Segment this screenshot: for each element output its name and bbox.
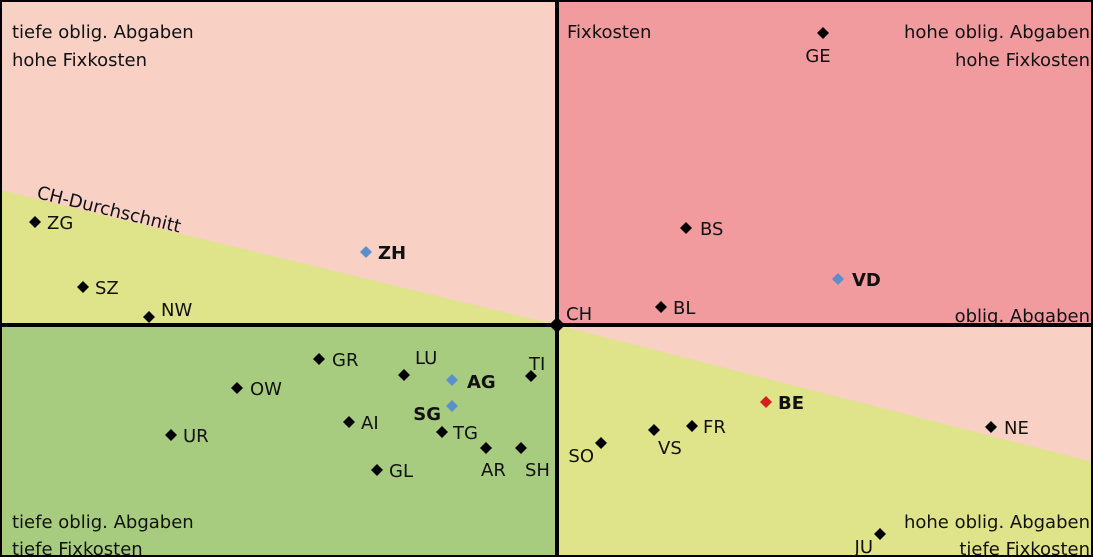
quadrant-label: tiefe oblig. Abgaben — [12, 22, 194, 43]
quadrant — [557, 0, 1093, 325]
point-marker — [595, 437, 607, 449]
point-marker — [985, 421, 997, 433]
point-marker — [760, 396, 772, 408]
point-label: FR — [703, 417, 726, 438]
point-label: VS — [658, 438, 682, 459]
point-label: SO — [568, 446, 594, 467]
point-marker — [77, 281, 89, 293]
point-label: BS — [700, 219, 723, 240]
point-label: BL — [673, 298, 695, 319]
above-average — [557, 325, 1093, 462]
quadrant-label: hohe Fixkosten — [12, 50, 147, 71]
point-label: OW — [250, 379, 282, 400]
point-label: TG — [452, 423, 478, 444]
point-label: SZ — [95, 278, 119, 299]
point-marker — [686, 420, 698, 432]
quadrant-label: hohe oblig. Abgaben — [904, 512, 1090, 533]
point-label: GR — [332, 350, 358, 371]
point-marker — [874, 528, 886, 540]
point-marker — [398, 369, 410, 381]
point-label: LU — [415, 348, 437, 369]
point-marker — [360, 246, 372, 258]
axis-label: oblig. Abgaben — [955, 306, 1090, 327]
quadrant-label: tiefe oblig. Abgaben — [12, 512, 194, 533]
quadrant-label: hohe oblig. Abgaben — [904, 22, 1090, 43]
point-marker — [648, 424, 660, 436]
point-label: AG — [467, 372, 496, 393]
point-marker — [655, 301, 667, 313]
point-label: NW — [161, 300, 192, 321]
point-label: JU — [854, 537, 873, 557]
point-label: AR — [481, 460, 506, 481]
point-marker — [832, 273, 844, 285]
point-marker — [371, 464, 383, 476]
point-label: SH — [525, 460, 550, 481]
point-marker — [436, 426, 448, 438]
point-label: UR — [183, 426, 209, 447]
quadrant — [0, 325, 557, 557]
quadrant-label: tiefe Fixkosten — [959, 539, 1090, 557]
point-label: ZH — [378, 243, 406, 264]
point-label: VD — [852, 270, 881, 291]
point-marker — [29, 216, 41, 228]
point-label: TI — [528, 354, 545, 375]
below-average — [0, 190, 557, 325]
axis-label: Fixkosten — [567, 22, 651, 43]
point-marker — [446, 400, 458, 412]
point-marker — [231, 382, 243, 394]
point-label: AI — [361, 413, 379, 434]
point-label: GE — [805, 46, 830, 67]
point-marker — [480, 442, 492, 454]
point-label: NE — [1004, 418, 1029, 439]
point-label: CH — [566, 304, 592, 325]
point-label: GL — [389, 461, 413, 482]
point-marker — [817, 27, 829, 39]
point-marker — [549, 317, 565, 333]
point-marker — [680, 222, 692, 234]
point-marker — [343, 416, 355, 428]
quadrant-label: hohe Fixkosten — [955, 50, 1090, 71]
point-label: SG — [413, 404, 441, 425]
point-marker — [446, 374, 458, 386]
point-marker — [143, 311, 155, 323]
point-marker — [313, 353, 325, 365]
point-marker — [165, 429, 177, 441]
point-label: BE — [778, 393, 804, 414]
point-label: ZG — [47, 213, 73, 234]
quadrant-label: tiefe Fixkosten — [12, 539, 143, 557]
point-marker — [525, 370, 537, 382]
point-marker — [515, 442, 527, 454]
